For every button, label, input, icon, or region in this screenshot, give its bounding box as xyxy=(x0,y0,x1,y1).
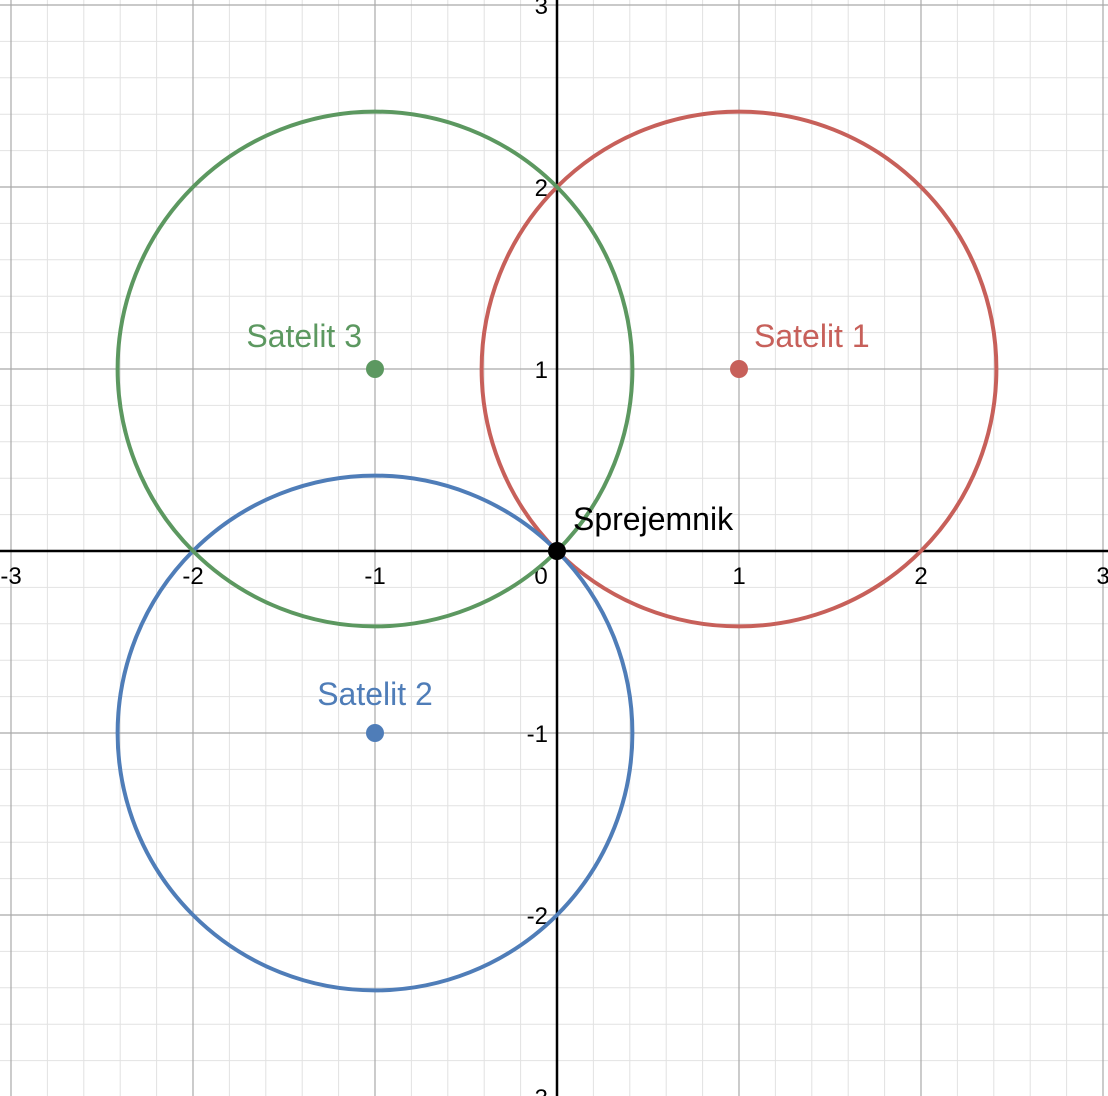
y-tick-label: 1 xyxy=(535,357,548,384)
y-tick-label: -1 xyxy=(527,721,548,748)
x-tick-label: 2 xyxy=(914,563,927,590)
point-label: Satelit 2 xyxy=(317,676,433,712)
y-tick-label: 3 xyxy=(535,0,548,20)
range-circle xyxy=(479,109,999,629)
points xyxy=(366,360,748,742)
x-tick-label: 1 xyxy=(732,563,745,590)
point-label: Satelit 3 xyxy=(246,318,362,354)
y-tick-label: -3 xyxy=(527,1085,548,1096)
range-circle xyxy=(115,109,635,629)
point-label: Sprejemnik xyxy=(573,501,734,537)
point-marker xyxy=(366,360,384,378)
point-marker xyxy=(730,360,748,378)
x-tick-label: -1 xyxy=(364,563,385,590)
range-circle xyxy=(115,473,635,993)
x-tick-label: 3 xyxy=(1096,563,1108,590)
point-labels: Satelit 1 Satelit 2 Satelit 3 Sprejemnik xyxy=(246,318,869,712)
x-tick-label: -3 xyxy=(0,563,21,590)
y-tick-label: 2 xyxy=(535,175,548,202)
point-marker xyxy=(548,542,566,560)
point-label: Satelit 1 xyxy=(754,318,870,354)
point-marker xyxy=(366,724,384,742)
satellite-range-circles xyxy=(115,109,999,993)
y-tick-label: -2 xyxy=(527,903,548,930)
x-tick-label: -2 xyxy=(182,563,203,590)
